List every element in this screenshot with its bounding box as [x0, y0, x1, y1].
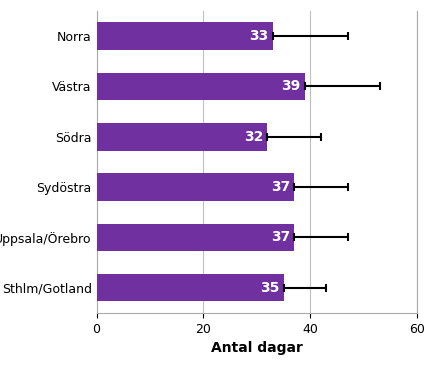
- Text: 37: 37: [270, 230, 289, 244]
- Text: 33: 33: [249, 29, 268, 43]
- Bar: [96, 123, 267, 151]
- Bar: [96, 22, 272, 50]
- Text: 37: 37: [270, 180, 289, 194]
- Bar: [96, 274, 283, 301]
- Bar: [96, 223, 293, 251]
- Bar: [96, 173, 293, 201]
- Text: 35: 35: [259, 281, 279, 295]
- Text: 39: 39: [281, 79, 300, 93]
- Bar: [96, 72, 304, 100]
- Text: 32: 32: [243, 130, 263, 144]
- X-axis label: Antal dagar: Antal dagar: [210, 341, 302, 355]
